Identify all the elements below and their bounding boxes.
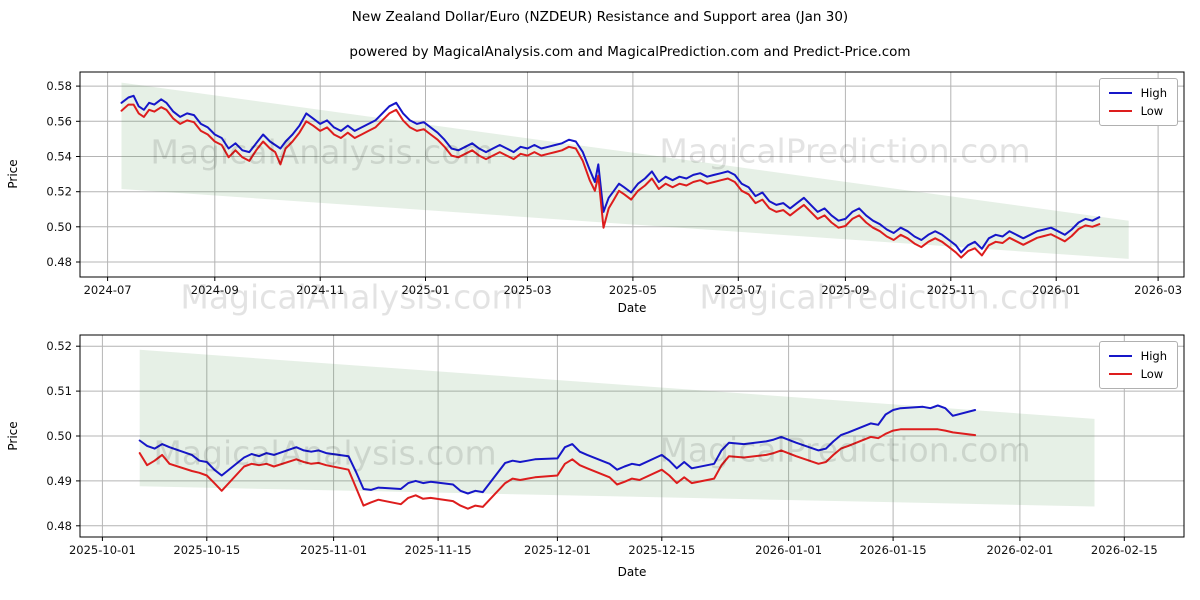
figure-title: New Zealand Dollar/Euro (NZDEUR) Resista… <box>351 9 849 25</box>
x-tick-label: 2024-07 <box>84 283 132 297</box>
figure-subtitle: powered by MagicalAnalysis.com and Magic… <box>349 44 911 60</box>
legend-item-low: Low <box>1108 102 1167 120</box>
legend-label-low: Low <box>1140 367 1164 381</box>
y-tick-label: 0.54 <box>46 150 72 164</box>
top-chart-legend: High Low <box>1098 78 1178 126</box>
high-line-swatch-icon <box>1108 355 1132 357</box>
high-line-swatch-icon <box>1108 92 1132 94</box>
x-tick-label: 2025-12-01 <box>524 543 591 557</box>
low-line-swatch-icon <box>1108 110 1132 112</box>
plot-border <box>79 71 1185 278</box>
legend-item-high: High <box>1108 84 1167 102</box>
bottom-chart-x-axis-label: Date <box>617 565 647 579</box>
y-tick-label: 0.58 <box>46 79 72 93</box>
y-tick-label: 0.52 <box>46 185 72 199</box>
x-tick-label: 2026-01-01 <box>755 543 822 557</box>
y-tick-label: 0.52 <box>46 339 72 353</box>
high-price-line <box>120 94 1101 254</box>
bottom-chart-y-axis-label: Price <box>6 421 20 451</box>
legend-item-high: High <box>1108 347 1167 365</box>
top-chart-y-axis-label: Price <box>6 159 20 189</box>
x-tick-label: 2025-01 <box>401 283 449 297</box>
y-tick-label: 0.48 <box>46 255 72 269</box>
legend-label-low: Low <box>1140 104 1164 118</box>
y-tick-label: 0.49 <box>46 474 72 488</box>
x-tick-label: 2025-10-15 <box>173 543 240 557</box>
support-resistance-band <box>121 82 1129 259</box>
x-tick-label: 2025-10-01 <box>69 543 136 557</box>
legend-label-high: High <box>1140 349 1167 363</box>
top-chart-x-axis-label: Date <box>617 301 647 315</box>
x-tick-label: 2025-03 <box>503 283 551 297</box>
y-tick-label: 0.48 <box>46 519 72 533</box>
low-line-swatch-icon <box>1108 373 1132 375</box>
x-tick-label: 2025-11-01 <box>300 543 367 557</box>
legend-item-low: Low <box>1108 365 1167 383</box>
x-tick-label: 2025-05 <box>609 283 657 297</box>
high-price-line <box>138 404 977 495</box>
low-price-line <box>120 103 1101 259</box>
low-price-line <box>138 428 977 510</box>
x-tick-label: 2025-11-15 <box>405 543 472 557</box>
y-tick-label: 0.50 <box>46 429 72 443</box>
x-tick-label: 2025-11 <box>927 283 975 297</box>
y-tick-label: 0.50 <box>46 220 72 234</box>
x-tick-label: 2026-01 <box>1032 283 1080 297</box>
x-tick-label: 2026-01-15 <box>860 543 927 557</box>
x-tick-label: 2026-02-01 <box>986 543 1053 557</box>
long-term-chart: 2024-07 2024-09 2024-11 2025-01 2025-03 2025-… <box>46 71 1185 297</box>
x-tick-label: 2025-07 <box>714 283 762 297</box>
x-tick-label: 2026-03 <box>1134 283 1182 297</box>
bottom-chart-legend: High Low <box>1098 341 1178 389</box>
y-tick-label: 0.56 <box>46 114 72 128</box>
legend-label-high: High <box>1140 86 1167 100</box>
x-tick-label: 2024-11 <box>296 283 344 297</box>
x-tick-label: 2026-02-15 <box>1091 543 1158 557</box>
x-tick-label: 2025-12-15 <box>628 543 695 557</box>
x-tick-label: 2025-09 <box>821 283 869 297</box>
y-tick-label: 0.51 <box>46 384 72 398</box>
support-resistance-band <box>139 349 1095 507</box>
x-tick-label: 2024-09 <box>191 283 239 297</box>
short-term-chart: 2025-10-01 2025-10-15 2025-11-01 2025-11-15… <box>46 334 1185 557</box>
